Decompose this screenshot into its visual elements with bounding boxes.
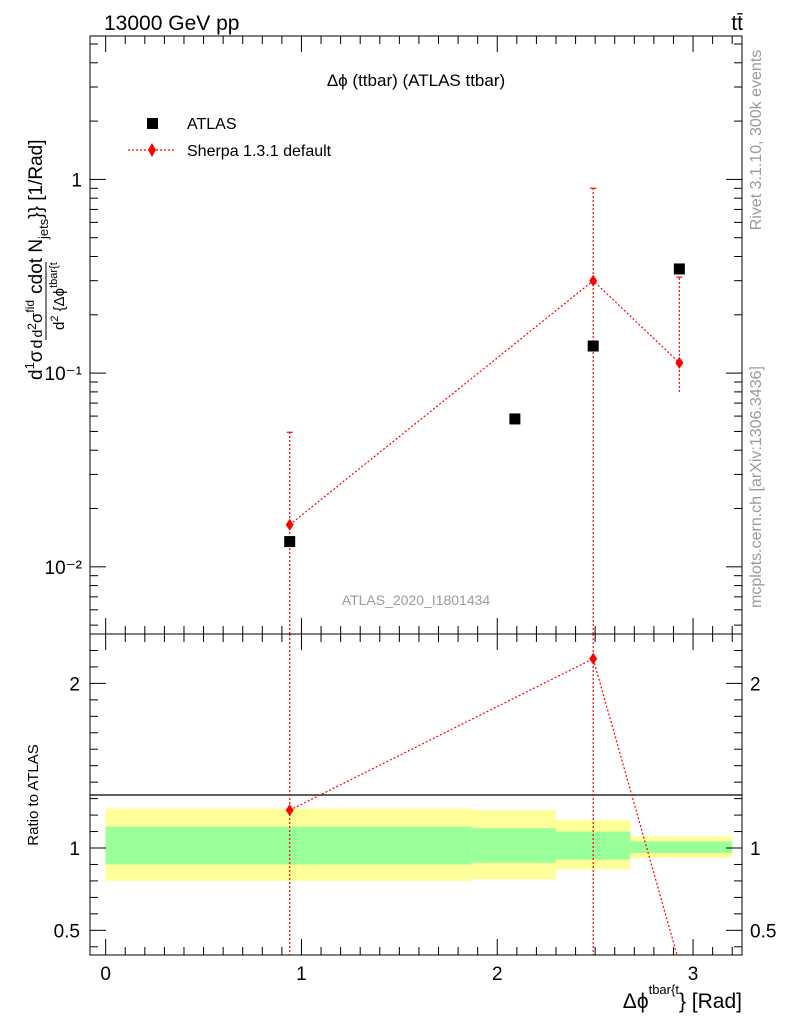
main-panel: 10⁻² 10⁻¹ 1 Δϕ (ttbar) (ATLAS ttbar) ATLAS… (22, 35, 743, 635)
main-y-tick-label: 1 (71, 170, 82, 191)
sherpa-point (675, 356, 684, 369)
ratio-y-tick-label: 0.5 (54, 921, 80, 942)
ratio-inner-band (471, 828, 556, 863)
ratio-ticks: 0.5 0.5 1 1 2 2 0 1 2 3 (54, 634, 776, 985)
source-label: mcplots.cern.ch [arXiv:1306.3436] (748, 366, 765, 608)
ratio-y-tick-label-right: 0.5 (750, 921, 776, 942)
ratio-bands (105, 808, 733, 881)
svg-text:d2 {Δϕtbar{t: d2 {Δϕtbar{t (48, 262, 68, 330)
x-axis-label: Δϕtbar{t} [Rad] (623, 982, 742, 1013)
analysis-watermark: ATLAS_2020_I1801434 (342, 592, 491, 608)
ratio-y-tick-label-right: 2 (750, 674, 761, 695)
plot-title: Δϕ (ttbar) (ATLAS ttbar) (327, 71, 505, 90)
ratio-inner-band (630, 841, 733, 853)
ratio-sherpa-point (285, 804, 294, 817)
atlas-point (509, 413, 521, 425)
sherpa-point (285, 518, 294, 531)
ratio-frame (89, 633, 743, 956)
ratio-panel: 0.5 0.5 1 1 2 2 0 1 2 3 Ratio to ATLAS Δϕtbar{t} … (25, 633, 776, 1013)
legend-atlas-marker (147, 118, 158, 129)
ratio-sherpa-point (589, 652, 598, 665)
svg-text:d1σdd2σfidcdot Njets}} [1/Rad]: d1σdd2σfidcdot Njets}} [1/Rad] (22, 139, 51, 380)
sherpa-point (589, 274, 598, 287)
y-label-d1: d (26, 369, 47, 380)
main-y-axis-label: d1σdd2σfidcdot Njets}} [1/Rad] d2 {Δϕtba… (22, 139, 68, 380)
legend-atlas-label: ATLAS (187, 116, 237, 133)
ratio-y-tick-label: 1 (69, 839, 80, 860)
legend: ATLAS Sherpa 1.3.1 default (128, 116, 332, 160)
x-tick-label: 1 (296, 964, 307, 985)
main-y-tick-label: 10⁻¹ (45, 364, 83, 385)
rivet-label: Rivet 3.1.10, 300k events (748, 50, 765, 231)
ratio-y-axis-label: Ratio to ATLAS (25, 744, 42, 845)
energy-label: 13000 GeV pp (104, 12, 239, 35)
ratio-inner-band (105, 826, 472, 865)
main-y-tick-label: 10⁻² (45, 558, 83, 579)
atlas-point (673, 263, 685, 275)
legend-sherpa-marker (148, 143, 156, 157)
process-label: tt̄ (731, 12, 743, 35)
legend-sherpa-label: Sherpa 1.3.1 default (187, 143, 332, 160)
atlas-point (587, 340, 599, 352)
ratio-y-tick-label-right: 1 (750, 839, 761, 860)
atlas-point (284, 536, 296, 548)
x-tick-label: 0 (100, 964, 111, 985)
ratio-sherpa-line (289, 657, 678, 956)
x-tick-label: 2 (492, 964, 503, 985)
sherpa-line (289, 279, 680, 526)
main-ticks: 10⁻² 10⁻¹ 1 (45, 36, 742, 634)
x-tick-label: 3 (688, 964, 699, 985)
main-series (284, 187, 685, 634)
ratio-series (285, 634, 678, 956)
ratio-y-tick-label: 2 (69, 674, 80, 695)
svg-text:Δϕtbar{t} [Rad]: Δϕtbar{t} [Rad] (623, 982, 742, 1013)
